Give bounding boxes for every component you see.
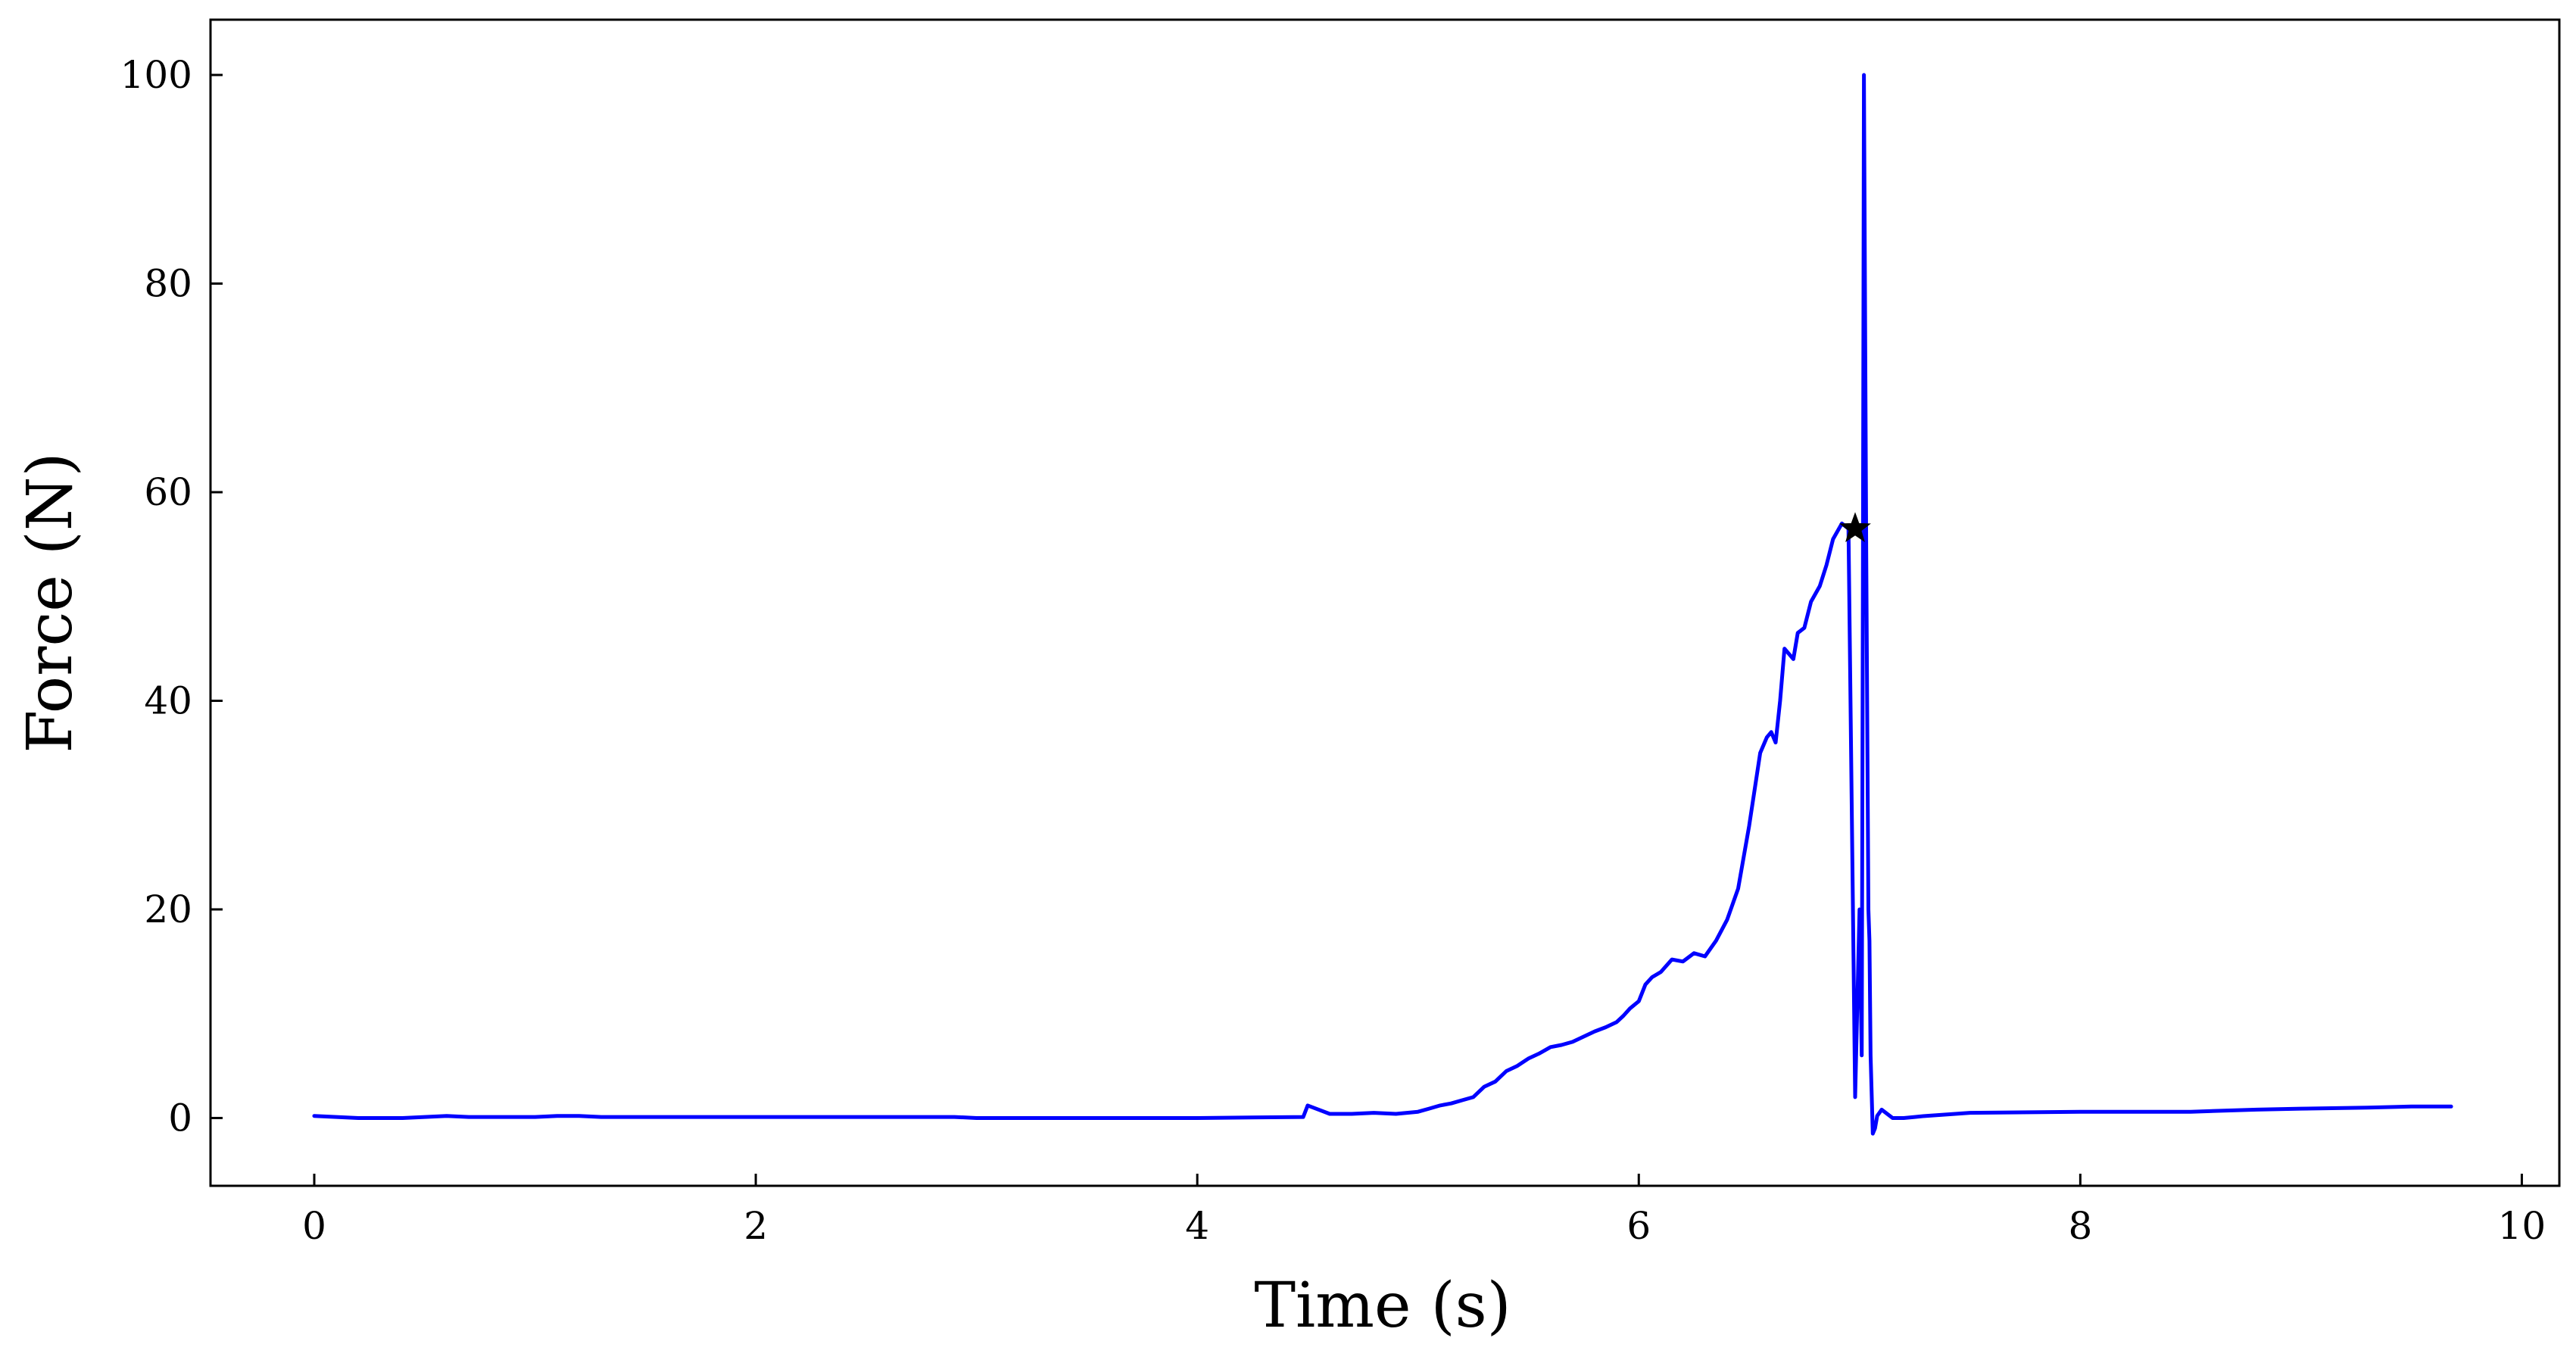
star-marker bbox=[1839, 512, 1871, 542]
x-axis-ticks: 0 2 4 6 8 10 bbox=[302, 1174, 2546, 1248]
y-tick-label: 60 bbox=[144, 470, 192, 514]
x-tick-label: 8 bbox=[2068, 1204, 2092, 1248]
force-series-line bbox=[312, 73, 2453, 1136]
plot-area-frame bbox=[209, 18, 2561, 1187]
x-tick-label: 10 bbox=[2498, 1204, 2546, 1248]
y-tick-label: 100 bbox=[120, 53, 192, 97]
y-tick-label: 0 bbox=[168, 1096, 192, 1140]
y-axis-ticks: 0 20 40 60 80 100 bbox=[120, 53, 223, 1140]
x-tick-label: 4 bbox=[1185, 1204, 1209, 1248]
y-axis-title: Force (N) bbox=[14, 452, 86, 753]
x-axis-title: Time (s) bbox=[1254, 1270, 1511, 1342]
y-tick-label: 40 bbox=[144, 678, 192, 722]
y-tick-label: 80 bbox=[144, 261, 192, 305]
x-tick-label: 0 bbox=[302, 1204, 326, 1248]
x-tick-label: 6 bbox=[1626, 1204, 1651, 1248]
y-tick-label: 20 bbox=[144, 887, 192, 931]
x-tick-label: 2 bbox=[744, 1204, 768, 1248]
